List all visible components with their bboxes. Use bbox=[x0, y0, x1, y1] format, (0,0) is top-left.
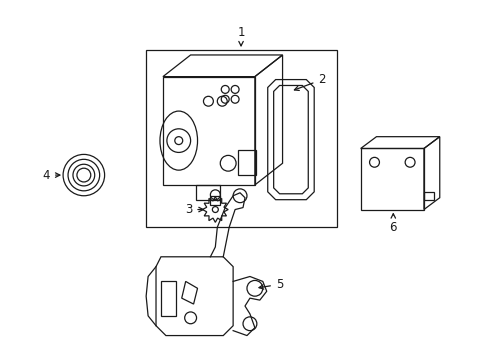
Text: 2: 2 bbox=[294, 73, 325, 90]
Text: 3: 3 bbox=[184, 203, 203, 216]
Text: 4: 4 bbox=[42, 168, 60, 181]
Text: 5: 5 bbox=[259, 278, 283, 291]
Text: 6: 6 bbox=[389, 214, 396, 234]
Text: 1: 1 bbox=[237, 26, 244, 46]
